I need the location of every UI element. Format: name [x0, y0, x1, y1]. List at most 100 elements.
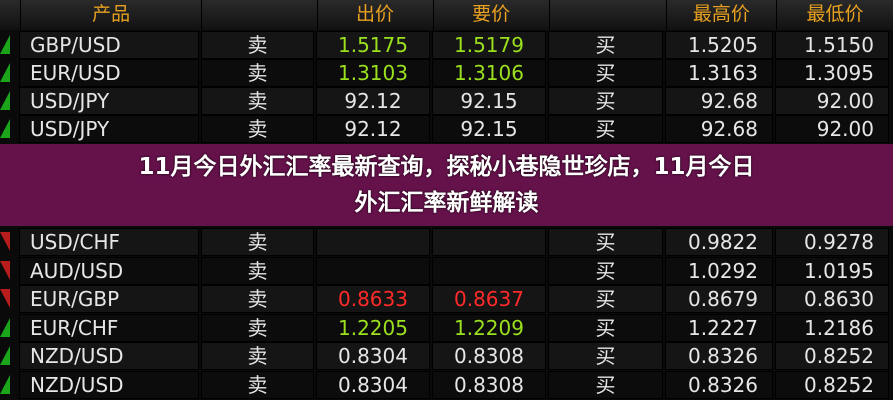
buy-button[interactable]: 买 — [548, 59, 663, 87]
pair-cell: NZD/USD — [19, 370, 199, 399]
high-cell: 1.0292 — [665, 256, 773, 285]
high-cell: 1.5205 — [665, 31, 773, 59]
trend-arrow-icon — [0, 346, 10, 365]
table-row[interactable]: GBP/USD 卖 1.5175 1.5179 买 1.5205 1.5150 — [0, 31, 893, 59]
ask-cell: 0.8637 — [432, 285, 546, 313]
low-cell: 0.8252 — [775, 370, 889, 399]
bid-cell: 0.8304 — [316, 342, 430, 370]
table-row[interactable]: NZD/USD 卖 0.8304 0.8308 买 0.8326 0.8252 — [0, 342, 893, 370]
table-row[interactable]: USD/JPY 卖 92.12 92.15 买 92.68 92.00 — [0, 115, 893, 143]
trend-arrow-icon — [0, 63, 10, 82]
low-cell: 1.2186 — [775, 313, 889, 342]
table-header: 产品 出价 要价 最高价 最低价 — [0, 0, 893, 30]
ask-cell — [432, 256, 546, 285]
low-cell: 0.9278 — [775, 228, 889, 256]
pair-cell: AUD/USD — [19, 256, 199, 285]
sell-button[interactable]: 卖 — [201, 313, 314, 342]
ask-cell: 92.15 — [432, 115, 546, 143]
ask-cell: 0.8308 — [432, 342, 546, 370]
low-cell: 1.5150 — [775, 31, 889, 59]
table-row[interactable]: AUD/USD 卖 买 1.0292 1.0195 — [0, 256, 893, 285]
bid-cell: 92.12 — [316, 87, 430, 115]
pair-cell: GBP/USD — [19, 31, 199, 59]
high-cell: 92.68 — [665, 87, 773, 115]
ask-cell: 92.15 — [432, 87, 546, 115]
title-line-2: 外汇汇率新鲜解读 — [354, 190, 539, 216]
buy-button[interactable]: 买 — [548, 228, 663, 256]
table-row[interactable]: USD/JPY 卖 92.12 92.15 买 92.68 92.00 — [0, 87, 893, 115]
sell-button[interactable]: 卖 — [201, 87, 314, 115]
low-cell: 0.8630 — [775, 285, 889, 313]
trend-arrow-icon — [0, 260, 10, 280]
sell-button[interactable]: 卖 — [201, 285, 314, 313]
pair-cell: NZD/USD — [19, 342, 199, 370]
buy-button[interactable]: 买 — [548, 370, 663, 399]
buy-button[interactable]: 买 — [548, 342, 663, 370]
table-row[interactable]: EUR/GBP 卖 0.8633 0.8637 买 0.8679 0.8630 — [0, 285, 893, 313]
header-product: 产品 — [21, 0, 203, 30]
table-row[interactable]: USD/CHF 卖 买 0.9822 0.9278 — [0, 228, 893, 256]
trend-arrow-icon — [0, 119, 10, 138]
high-cell: 92.68 — [665, 115, 773, 143]
sell-button[interactable]: 卖 — [201, 370, 314, 399]
sell-button[interactable]: 卖 — [201, 342, 314, 370]
pair-cell: USD/JPY — [19, 87, 199, 115]
table-row[interactable]: EUR/CHF 卖 1.2205 1.2209 买 1.2227 1.2186 — [0, 313, 893, 342]
high-cell: 0.8326 — [665, 342, 773, 370]
pair-cell: USD/CHF — [19, 228, 199, 256]
low-cell: 0.8252 — [775, 342, 889, 370]
trend-arrow-icon — [0, 374, 10, 394]
trend-arrow-icon — [0, 289, 10, 308]
high-cell: 1.3163 — [665, 59, 773, 87]
pair-cell: USD/JPY — [19, 115, 199, 143]
trend-arrow-icon — [0, 35, 10, 54]
pair-cell: EUR/GBP — [19, 285, 199, 313]
bid-cell: 1.5175 — [316, 31, 430, 59]
buy-button[interactable]: 买 — [548, 87, 663, 115]
trend-arrow-icon — [0, 317, 10, 337]
sell-button[interactable]: 卖 — [201, 31, 314, 59]
trend-arrow-icon — [0, 91, 10, 110]
bid-cell: 1.2205 — [316, 313, 430, 342]
title-line-1: 11月今日外汇汇率最新查询，探秘小巷隐世珍店，11月今日 — [138, 154, 755, 180]
trend-cell — [0, 31, 18, 59]
high-cell: 0.8679 — [665, 285, 773, 313]
pair-cell: EUR/USD — [19, 59, 199, 87]
buy-button[interactable]: 买 — [548, 313, 663, 342]
buy-button[interactable]: 买 — [548, 285, 663, 313]
trend-cell — [0, 59, 18, 87]
table-row[interactable]: NZD/USD 卖 0.8304 0.8308 买 0.8326 0.8252 — [0, 370, 893, 399]
high-cell: 0.8326 — [665, 370, 773, 399]
sell-button[interactable]: 卖 — [201, 228, 314, 256]
buy-button[interactable]: 买 — [548, 115, 663, 143]
buy-button[interactable]: 买 — [548, 256, 663, 285]
high-cell: 1.2227 — [665, 313, 773, 342]
title-banner: 11月今日外汇汇率最新查询，探秘小巷隐世珍店，11月今日 外汇汇率新鲜解读 — [0, 144, 893, 226]
header-high: 最高价 — [667, 0, 777, 30]
trend-cell — [0, 228, 18, 256]
low-cell: 1.3095 — [775, 59, 889, 87]
header-sell — [202, 0, 318, 30]
ask-cell: 1.3106 — [432, 59, 546, 87]
high-cell: 0.9822 — [665, 228, 773, 256]
bid-cell: 92.12 — [316, 115, 430, 143]
trend-cell — [0, 371, 18, 399]
trend-cell — [0, 285, 18, 313]
header-buy — [550, 0, 667, 30]
low-cell: 92.00 — [775, 87, 889, 115]
header-bid: 出价 — [318, 0, 434, 30]
sell-button[interactable]: 卖 — [201, 115, 314, 143]
bid-cell — [316, 228, 430, 256]
bid-cell: 0.8304 — [316, 370, 430, 399]
buy-button[interactable]: 买 — [548, 31, 663, 59]
ask-cell: 1.2209 — [432, 313, 546, 342]
trend-arrow-icon — [0, 232, 10, 251]
bid-cell — [316, 256, 430, 285]
trend-cell — [0, 314, 18, 342]
bid-cell: 1.3103 — [316, 59, 430, 87]
sell-button[interactable]: 卖 — [201, 256, 314, 285]
sell-button[interactable]: 卖 — [201, 59, 314, 87]
trend-cell — [0, 87, 18, 115]
header-low: 最低价 — [806, 3, 864, 25]
table-row[interactable]: EUR/USD 卖 1.3103 1.3106 买 1.3163 1.3095 — [0, 59, 893, 87]
